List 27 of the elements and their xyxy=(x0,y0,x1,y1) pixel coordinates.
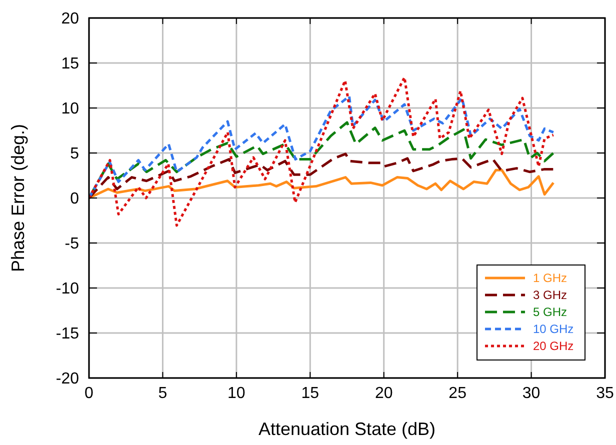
y-tick-label: -10 xyxy=(56,280,80,298)
x-tick-label: 10 xyxy=(228,385,246,402)
y-tick-label: 20 xyxy=(61,10,80,28)
y-tick-label: -15 xyxy=(56,326,80,343)
x-tick-label: 35 xyxy=(596,385,614,402)
x-tick-label: 25 xyxy=(448,385,467,402)
y-tick-label: 0 xyxy=(70,190,80,208)
y-axis-title: Phase Error (deg.) xyxy=(8,124,28,272)
x-axis-title: Attenuation State (dB) xyxy=(258,419,436,439)
legend-label: 10 GHz xyxy=(533,322,574,336)
legend-label: 3 GHz xyxy=(533,288,568,302)
y-tick-label: 15 xyxy=(61,56,80,73)
x-tick-label: 30 xyxy=(522,385,540,402)
x-tick-label: 20 xyxy=(374,385,393,402)
line-series xyxy=(89,76,555,227)
y-tick-label: -5 xyxy=(64,236,80,253)
legend-label: 1 GHz xyxy=(533,271,568,286)
x-tick-label: 15 xyxy=(301,385,320,402)
legend-label: 5 GHz xyxy=(533,305,568,320)
line-series xyxy=(89,152,555,200)
line-series xyxy=(89,168,555,200)
x-tick-label: 0 xyxy=(84,385,94,402)
x-tick-label: 5 xyxy=(158,385,168,402)
y-tick-label: 10 xyxy=(61,100,80,118)
y-tick-label: 5 xyxy=(70,146,80,163)
y-tick-label: -20 xyxy=(56,370,80,388)
legend-label: 20 GHz xyxy=(533,339,574,354)
